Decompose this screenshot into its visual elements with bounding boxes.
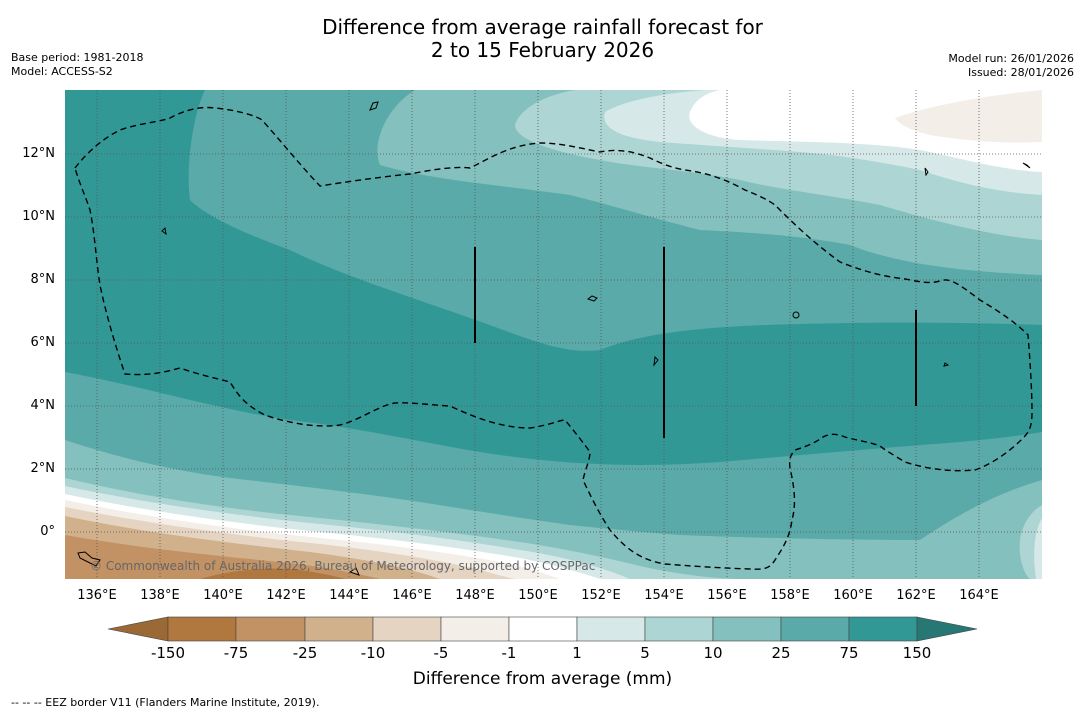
lat-label: 4°N: [30, 398, 56, 413]
colorbar-tick: 150: [902, 644, 932, 662]
lat-label: 12°N: [22, 146, 55, 161]
colorbar-tick: 1: [572, 644, 582, 662]
band-minus75-minus25-south: [65, 535, 380, 579]
colorbar-tick: -75: [223, 644, 249, 662]
colorbar-tick: 5: [640, 644, 650, 662]
lon-label: 154°E: [644, 588, 684, 603]
lon-label: 144°E: [329, 588, 369, 603]
colorbar-tick: -25: [292, 644, 318, 662]
band-minus150-minus75-south: [200, 568, 345, 579]
copyright-credit: © Commonwealth of Australia 2026, Bureau…: [90, 559, 596, 573]
lon-label: 156°E: [707, 588, 747, 603]
colorbar-title: Difference from average (mm): [412, 669, 673, 689]
lat-label: 8°N: [30, 272, 56, 287]
lon-label: 146°E: [392, 588, 432, 603]
colorbar-segment: [508, 616, 578, 642]
band-dry-patch-north: [895, 90, 1042, 143]
colorbar-tick: 25: [771, 644, 791, 662]
colorbar: [107, 616, 978, 642]
colorbar-segment: [644, 616, 714, 642]
lon-label: 136°E: [77, 588, 117, 603]
lon-label: 158°E: [770, 588, 810, 603]
colorbar-tick: 75: [839, 644, 859, 662]
colorbar-segment: [372, 616, 442, 642]
colorbar-tick: -5: [433, 644, 449, 662]
lon-label: 142°E: [266, 588, 306, 603]
colorbar-segment: [780, 616, 850, 642]
lat-label: 10°N: [22, 209, 55, 224]
model-name: Model: ACCESS-S2: [11, 65, 113, 78]
model-run: Model run: 26/01/2026: [948, 52, 1074, 65]
colorbar-segment: [167, 616, 237, 642]
colorbar-extend-high: [916, 616, 978, 642]
colorbar-segment: [576, 616, 646, 642]
colorbar-tick: -10: [360, 644, 386, 662]
lon-label: 150°E: [518, 588, 558, 603]
lon-label: 164°E: [959, 588, 999, 603]
colorbar-tick: -1: [501, 644, 517, 662]
lon-label: 152°E: [581, 588, 621, 603]
base-period: Base period: 1981-2018: [11, 51, 144, 64]
colorbar-segment: [304, 616, 374, 642]
colorbar-tick: -150: [150, 644, 186, 662]
lon-label: 160°E: [833, 588, 873, 603]
islands: [77, 101, 1031, 576]
lon-label: 140°E: [203, 588, 243, 603]
colorbar-segment: [440, 616, 510, 642]
lon-label: 162°E: [896, 588, 936, 603]
graticule: [65, 90, 1042, 579]
title-line-1: Difference from average rainfall forecas…: [322, 15, 763, 39]
eez-border-main: [74, 106, 1033, 570]
transect-lines: [474, 247, 917, 438]
colorbar-segment: [235, 616, 306, 642]
title-line-2: 2 to 15 February 2026: [430, 38, 655, 62]
issued-date: Issued: 28/01/2026: [967, 66, 1074, 79]
eez-legend-note: -- -- -- EEZ border V11 (Flanders Marine…: [11, 696, 320, 709]
colorbar-segment: [712, 616, 782, 642]
map-field: [65, 90, 1042, 579]
lat-label: 0°: [40, 524, 55, 539]
colorbar-extend-low: [107, 616, 169, 642]
colorbar-segment: [848, 616, 918, 642]
lon-label: 148°E: [455, 588, 495, 603]
lat-label: 2°N: [30, 461, 56, 476]
lat-label: 6°N: [30, 335, 56, 350]
colorbar-tick: 10: [703, 644, 723, 662]
lon-label: 138°E: [140, 588, 180, 603]
